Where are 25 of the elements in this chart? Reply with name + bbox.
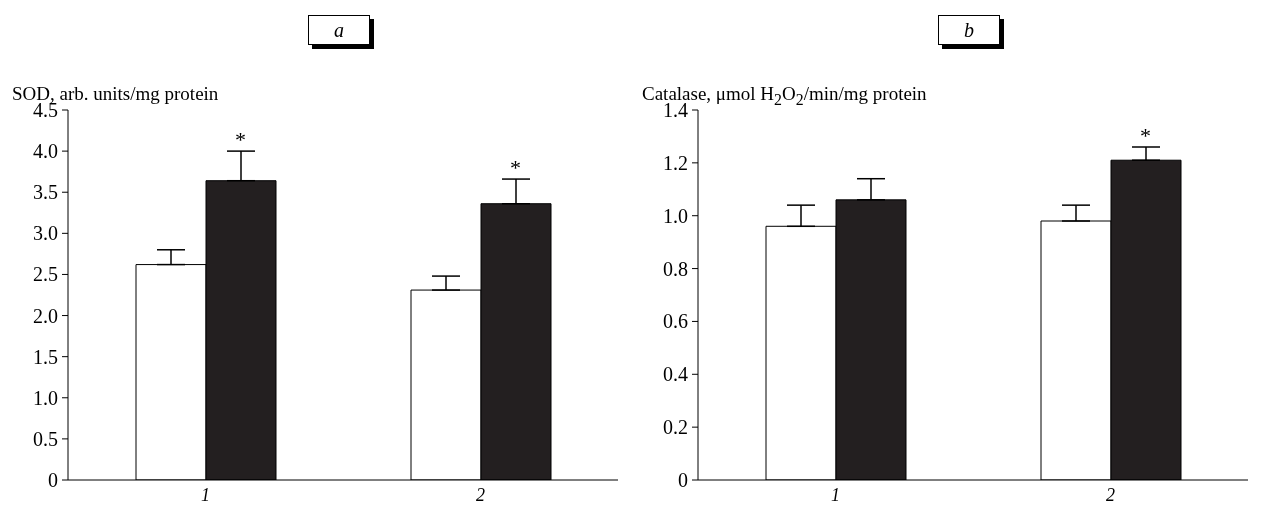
y-tick-label: 0.4 <box>663 363 688 386</box>
annotation: * <box>235 127 246 153</box>
y-tick-label: 2.5 <box>33 263 58 286</box>
y-tick-label: 3.0 <box>33 222 58 245</box>
y-tick-label: 1.0 <box>663 204 688 227</box>
y-tick-label: 0 <box>678 469 688 491</box>
y-tick-label: 1.2 <box>663 151 688 174</box>
y-tick-label: 3.5 <box>33 181 58 204</box>
x-tick-label: 2 <box>476 484 485 505</box>
y-tick-label: 0.2 <box>663 416 688 439</box>
y-tick-label: 0 <box>48 469 58 491</box>
y-tick-label: 4.0 <box>33 140 58 163</box>
annotation: * <box>1140 123 1151 148</box>
y-tick-label: 1.0 <box>33 386 58 409</box>
x-tick-label: 2 <box>1106 484 1115 505</box>
y-tick-label: 0.8 <box>663 257 688 280</box>
y-tick-label: 1.5 <box>33 345 58 368</box>
chart-title: b <box>938 15 1000 45</box>
y-tick-label: 0.6 <box>663 310 688 333</box>
x-tick-label: 1 <box>201 484 210 505</box>
chart-title: a <box>308 15 370 45</box>
y-tick-label: 2.0 <box>33 304 58 327</box>
x-tick-label: 1 <box>831 484 840 505</box>
annotation: * <box>510 155 521 181</box>
y-tick-label: 0.5 <box>33 427 58 450</box>
